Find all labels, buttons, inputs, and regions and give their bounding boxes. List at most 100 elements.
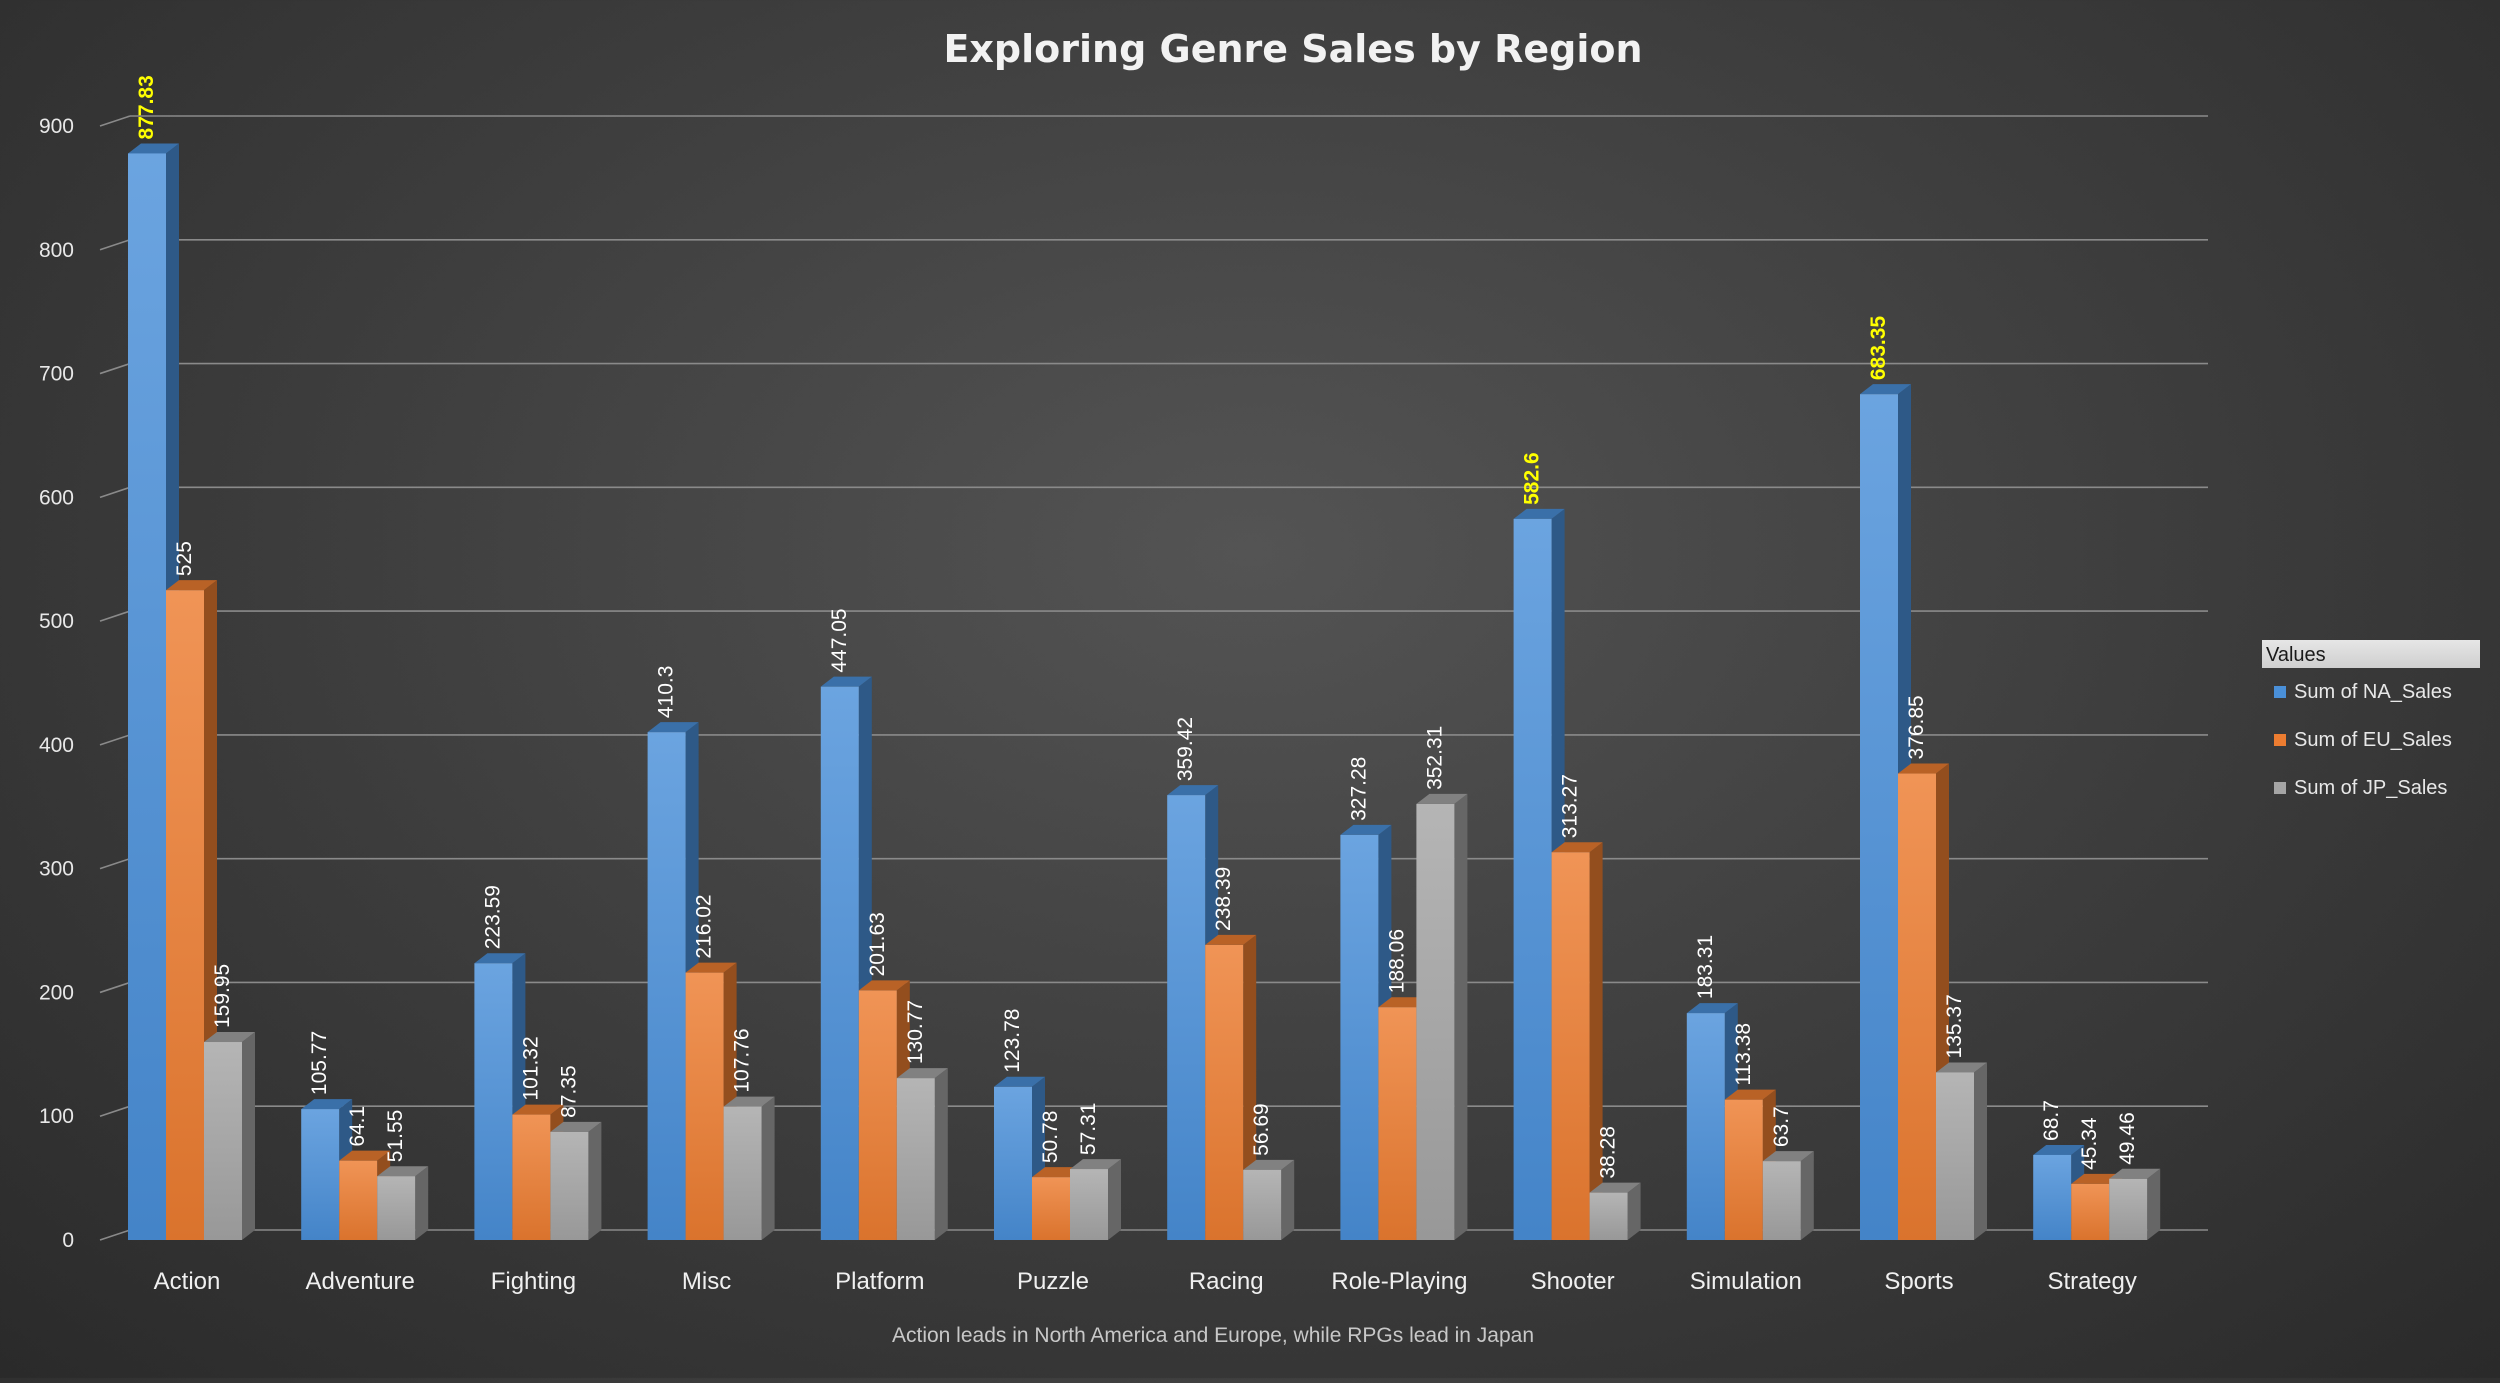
bar-na	[1686, 1013, 1725, 1240]
y-tick-label: 900	[39, 115, 74, 138]
x-tick-label: Simulation	[1690, 1268, 1802, 1295]
legend: Values Sum of NA_Sales Sum of EU_Sales S…	[2262, 640, 2480, 812]
bar-jp	[1589, 1192, 1628, 1240]
data-label: 49.46	[2116, 1112, 2139, 1165]
bar-top	[1936, 1062, 1987, 1073]
data-label: 45.34	[2078, 1117, 2101, 1170]
bar-top	[2109, 1168, 2161, 1179]
bar-eu	[1205, 944, 1244, 1240]
bar-top	[1513, 508, 1565, 519]
bar-top	[339, 1150, 391, 1161]
data-label: 201.63	[866, 912, 889, 976]
bar-top	[1340, 824, 1392, 835]
gridline-depth	[99, 362, 131, 375]
y-tick-label: 500	[39, 610, 74, 633]
data-label: 410.3	[655, 666, 678, 719]
gridline-depth	[99, 239, 131, 251]
bar-eu	[1032, 1177, 1070, 1240]
gridline-depth	[99, 610, 131, 622]
y-tick-label: 600	[39, 486, 74, 509]
bar-jp	[1243, 1169, 1282, 1240]
x-tick-label: Shooter	[1531, 1268, 1615, 1295]
legend-swatch-eu	[2274, 734, 2286, 746]
bar-top	[474, 953, 526, 964]
y-tick-label: 800	[39, 239, 74, 262]
data-label: 63.7	[1770, 1106, 1793, 1147]
bar-top	[647, 722, 699, 733]
x-tick-label: Misc	[682, 1268, 731, 1295]
data-label: 188.06	[1385, 929, 1408, 993]
bar-na	[994, 1086, 1032, 1240]
legend-item-na[interactable]: Sum of NA_Sales	[2262, 668, 2480, 716]
data-label: 123.78	[1001, 1009, 1024, 1073]
bar-jp	[896, 1078, 935, 1240]
bar-top	[820, 676, 872, 687]
data-label: 327.28	[1347, 757, 1370, 821]
bar-side	[1589, 842, 1603, 1240]
bar-top	[512, 1104, 564, 1115]
gridline-depth	[99, 734, 131, 746]
gridline-depth	[99, 1105, 131, 1117]
y-tick-label: 400	[39, 734, 74, 757]
data-label: 447.05	[828, 608, 851, 672]
bar-eu	[858, 990, 897, 1240]
bar-side	[1627, 1182, 1641, 1240]
data-label: 38.28	[1597, 1126, 1620, 1179]
y-tick-label: 100	[39, 1105, 74, 1128]
gridline-depth	[99, 981, 131, 994]
gridline-depth	[99, 115, 131, 127]
bar-jp	[723, 1106, 762, 1240]
bar-jp	[2109, 1178, 2148, 1240]
bar-side	[1974, 1062, 1987, 1240]
chart-subtitle: Action leads in North America and Europe…	[892, 1324, 1534, 1347]
x-tick-label: Role-Playing	[1331, 1268, 1467, 1295]
data-label: 525	[173, 541, 196, 576]
data-label: 352.31	[1423, 726, 1446, 790]
bar-eu	[339, 1160, 378, 1240]
bar-top	[1243, 1159, 1295, 1170]
bar-side	[415, 1166, 429, 1240]
bar-eu	[1898, 773, 1936, 1240]
x-tick-label: Strategy	[2048, 1268, 2137, 1295]
bar-eu	[2071, 1183, 2110, 1240]
bar-jp	[1416, 803, 1455, 1240]
data-label: 130.77	[904, 1000, 927, 1064]
bar-na	[474, 963, 513, 1240]
bar-top	[128, 143, 179, 154]
legend-item-jp[interactable]: Sum of JP_Sales	[2262, 764, 2480, 812]
data-label: 64.1	[346, 1106, 369, 1147]
bar-na	[820, 686, 859, 1240]
legend-item-eu[interactable]: Sum of EU_Sales	[2262, 716, 2480, 764]
x-tick-label: Puzzle	[1017, 1268, 1089, 1295]
data-label: 105.77	[308, 1031, 331, 1095]
y-tick-label: 200	[39, 981, 74, 1004]
data-label: 183.31	[1694, 935, 1717, 999]
bar-side	[761, 1096, 775, 1240]
bar-eu	[685, 972, 724, 1240]
bar-top	[723, 1096, 775, 1107]
x-tick-label: Action	[154, 1268, 221, 1295]
bar-na	[1340, 834, 1379, 1240]
x-tick-label: Sports	[1884, 1268, 1953, 1295]
bar-side	[1281, 1159, 1295, 1240]
data-label: 376.85	[1905, 695, 1928, 759]
data-label: 313.27	[1559, 774, 1582, 838]
bar-top	[550, 1121, 602, 1132]
data-label: 113.38	[1732, 1023, 1755, 1086]
bar-top	[1551, 842, 1603, 853]
data-label: 238.39	[1212, 867, 1235, 931]
legend-swatch-na	[2274, 686, 2286, 698]
bar-na	[128, 153, 166, 1240]
data-label: 107.76	[731, 1028, 754, 1092]
bar-top	[1860, 384, 1911, 395]
bar-na	[1860, 394, 1898, 1240]
data-label: 223.59	[481, 885, 504, 949]
bar-side	[2147, 1168, 2161, 1240]
bar-eu	[1378, 1007, 1417, 1240]
bar-top	[1686, 1003, 1738, 1014]
y-tick-label: 0	[62, 1229, 74, 1252]
data-label: 50.78	[1039, 1111, 1062, 1164]
bar-side	[1800, 1151, 1814, 1240]
bar-side	[1108, 1159, 1121, 1240]
bar-side	[934, 1068, 948, 1240]
